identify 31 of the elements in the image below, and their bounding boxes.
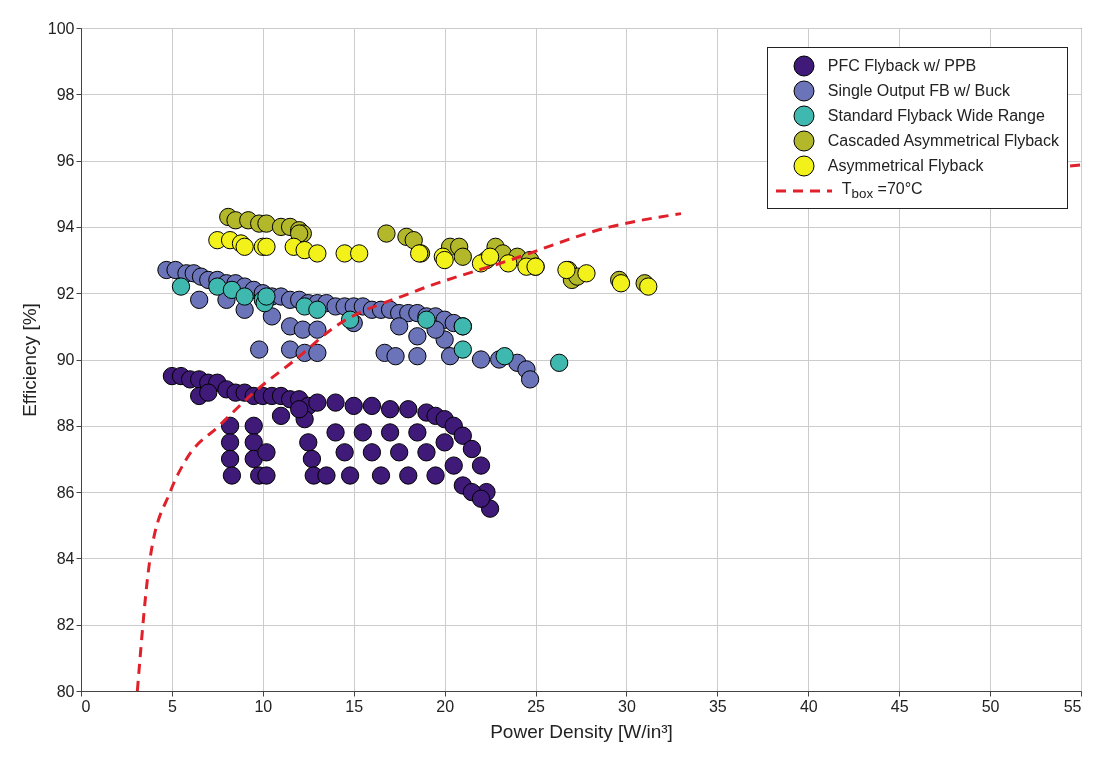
y-tick-label: 98 [56, 85, 75, 103]
y-tick-label: 92 [56, 284, 75, 302]
legend-label: Single Output FB w/ Buck [827, 81, 1011, 100]
x-tick-label: 55 [1063, 697, 1082, 715]
legend-label: PFC Flyback w/ PPB [827, 56, 977, 75]
y-tick-label: 88 [56, 417, 75, 435]
x-tick-label: 50 [981, 697, 1000, 715]
legend-label: T$_{box}$ =70°C [841, 179, 923, 202]
x-tick-label: 5 [167, 697, 177, 715]
legend-label: Standard Flyback Wide Range [827, 106, 1045, 125]
y-tick-label: 80 [56, 682, 75, 700]
y-tick-label: 84 [56, 549, 75, 567]
x-tick-label: 0 [81, 697, 91, 715]
x-tick-label: 40 [799, 697, 818, 715]
y-axis-title: Efficiency [%] [18, 303, 40, 417]
y-tick-label: 94 [56, 218, 75, 236]
y-tick-label: 82 [56, 616, 75, 634]
legend-label: Cascaded Asymmetrical Flyback [827, 131, 1059, 150]
x-tick-label: 10 [254, 697, 273, 715]
y-tick-label: 86 [56, 483, 75, 501]
x-tick-label: 15 [345, 697, 364, 715]
x-tick-label: 45 [890, 697, 909, 715]
x-tick-label: 25 [527, 697, 546, 715]
x-tick-label: 30 [618, 697, 636, 715]
y-tick-label: 96 [56, 152, 75, 170]
y-tick-label: 90 [56, 351, 75, 368]
y-tick-label: 100 [47, 19, 75, 37]
x-tick-label: 35 [708, 697, 727, 715]
x-axis-title: Power Density [W/in³] [490, 720, 673, 742]
legend-label: Asymmetrical Flyback [827, 156, 984, 175]
x-tick-label: 20 [436, 697, 455, 715]
